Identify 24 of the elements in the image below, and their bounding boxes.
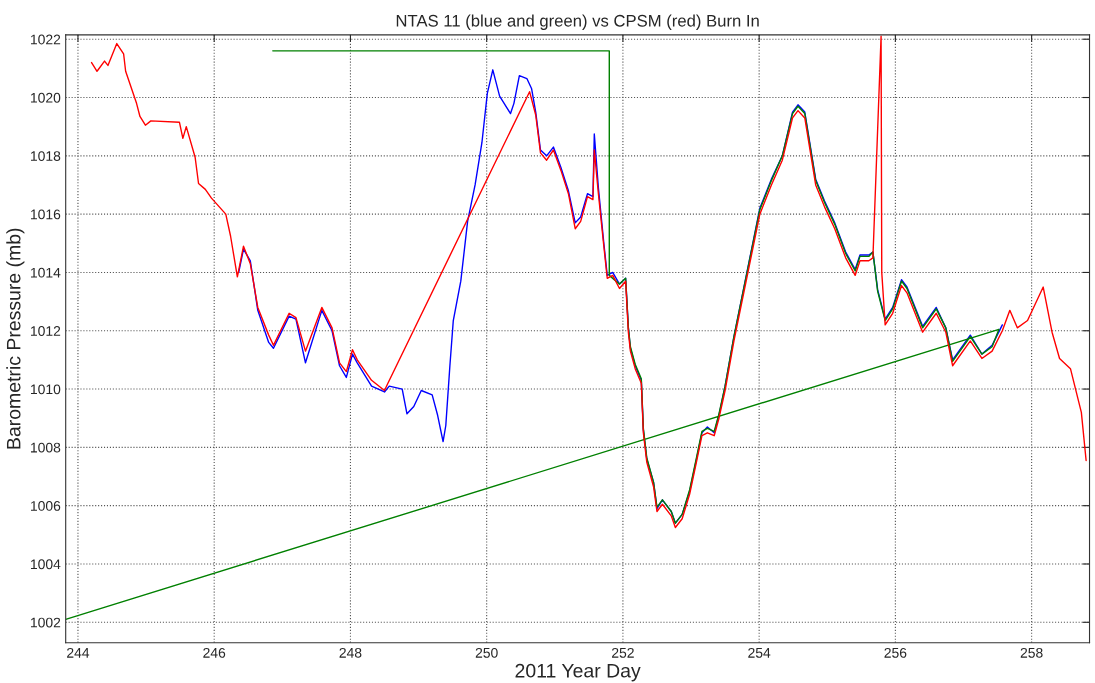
y-tick-label: 1018 bbox=[31, 151, 61, 161]
y-tick-label: 1006 bbox=[31, 501, 61, 511]
x-tick-label: 250 bbox=[475, 647, 498, 658]
y-tick-label: 1016 bbox=[31, 209, 61, 220]
line-series bbox=[65, 50, 1000, 621]
x-tick-label: 244 bbox=[67, 647, 90, 658]
x-tick-label: 256 bbox=[884, 647, 907, 658]
chart-title: NTAS 11 (blue and green) vs CPSM (red) Burn In bbox=[396, 14, 759, 30]
x-tick-label: 254 bbox=[748, 647, 771, 658]
x-tick-label: 252 bbox=[612, 647, 634, 658]
y-tick-label: 1014 bbox=[31, 267, 61, 278]
y-tick-label: 1012 bbox=[31, 326, 61, 336]
y-tick-label: 1002 bbox=[31, 617, 61, 628]
y-axis-title: Barometric Pressure (mb) bbox=[6, 228, 25, 449]
y-tick-label: 1004 bbox=[31, 559, 61, 570]
x-tick-label: 246 bbox=[203, 647, 226, 658]
y-tick-label: 1020 bbox=[31, 92, 61, 103]
x-tick-label: 258 bbox=[1020, 647, 1043, 658]
y-tick-label: 1008 bbox=[31, 442, 61, 453]
y-tick-label: 1022 bbox=[31, 34, 61, 45]
x-axis-title: 2011 Year Day bbox=[515, 663, 641, 682]
line-series bbox=[90, 35, 1087, 529]
y-tick-label: 1010 bbox=[31, 384, 61, 395]
x-tick-label: 248 bbox=[339, 647, 362, 658]
